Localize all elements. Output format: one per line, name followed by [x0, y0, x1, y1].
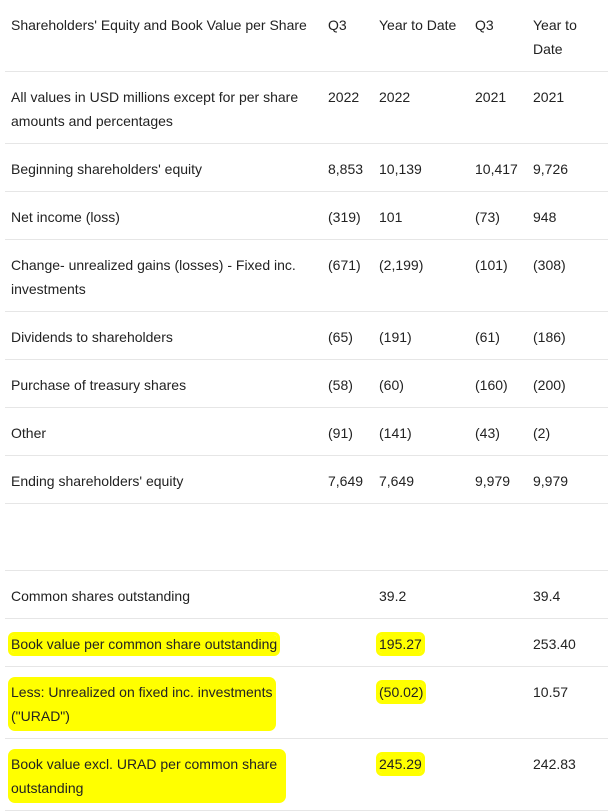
cell-ytd-2022: 195.27	[375, 618, 471, 667]
table-row: Less: Unrealized on fixed inc. investmen…	[5, 666, 608, 739]
cell-q3-2022: 8,853	[324, 143, 375, 192]
equity-table: Shareholders' Equity and Book Value per …	[5, 0, 608, 811]
spacer-cell	[471, 503, 529, 571]
row-label: Common shares outstanding	[5, 570, 324, 619]
cell-ytd-2022: (50.02)	[375, 666, 471, 739]
cell-q3-2022	[324, 666, 375, 739]
row-label-highlighted: Book value excl. URAD per common share o…	[11, 752, 283, 800]
cell-q3-2021: (61)	[471, 311, 529, 360]
cell-q3-2021: (73)	[471, 191, 529, 240]
year-ytd-2022: 2022	[375, 71, 471, 144]
row-label-cell: Less: Unrealized on fixed inc. investmen…	[5, 666, 324, 739]
cell-q3-2021	[471, 618, 529, 667]
cell-q3-2021: (43)	[471, 407, 529, 456]
table-title: Shareholders' Equity and Book Value per …	[5, 0, 324, 72]
subheader-row: All values in USD millions except for pe…	[5, 71, 608, 144]
cell-ytd-2022: (191)	[375, 311, 471, 360]
cell-ytd-2021: (308)	[529, 239, 608, 312]
cell-q3-2022	[324, 618, 375, 667]
table-row: Dividends to shareholders (65) (191) (61…	[5, 311, 608, 360]
cell-ytd-2021: 9,726	[529, 143, 608, 192]
table-row: Other (91) (141) (43) (2)	[5, 407, 608, 456]
header-ytd-2022: Year to Date	[375, 0, 471, 72]
row-label: Beginning shareholders' equity	[5, 143, 324, 192]
cell-q3-2021	[471, 666, 529, 739]
table-row: Ending shareholders' equity 7,649 7,649 …	[5, 455, 608, 504]
table-row: Beginning shareholders' equity 8,853 10,…	[5, 143, 608, 192]
cell-q3-2022	[324, 570, 375, 619]
row-label: Net income (loss)	[5, 191, 324, 240]
units-note: All values in USD millions except for pe…	[5, 71, 324, 144]
row-label: Other	[5, 407, 324, 456]
table-row: Book value excl. URAD per common share o…	[5, 738, 608, 811]
cell-ytd-2022: 101	[375, 191, 471, 240]
cell-q3-2021: 9,979	[471, 455, 529, 504]
year-q3-2021: 2021	[471, 71, 529, 144]
cell-ytd-2022: (141)	[375, 407, 471, 456]
cell-ytd-2022: 39.2	[375, 570, 471, 619]
table-row: Net income (loss) (319) 101 (73) 948	[5, 191, 608, 240]
row-label: Purchase of treasury shares	[5, 359, 324, 408]
cell-ytd-2021: 10.57	[529, 666, 608, 739]
cell-q3-2021: (101)	[471, 239, 529, 312]
cell-ytd-2021: 9,979	[529, 455, 608, 504]
row-label-cell: Book value per common share outstanding	[5, 618, 324, 667]
header-q3-2022: Q3	[324, 0, 375, 72]
cell-ytd-2021: 253.40	[529, 618, 608, 667]
spacer-cell	[375, 503, 471, 571]
spacer-cell	[5, 503, 324, 571]
cell-q3-2022: (65)	[324, 311, 375, 360]
cell-q3-2022	[324, 738, 375, 811]
cell-ytd-2022: 245.29	[375, 738, 471, 811]
value-highlighted: (50.02)	[379, 683, 424, 701]
cell-q3-2022: (671)	[324, 239, 375, 312]
cell-ytd-2022: (2,199)	[375, 239, 471, 312]
spacer-cell	[324, 503, 375, 571]
cell-q3-2022: (319)	[324, 191, 375, 240]
header-q3-2021: Q3	[471, 0, 529, 72]
row-label-highlighted: Less: Unrealized on fixed inc. investmen…	[11, 680, 273, 728]
cell-q3-2021	[471, 570, 529, 619]
year-q3-2022: 2022	[324, 71, 375, 144]
spacer-row	[5, 503, 608, 571]
table-row: Purchase of treasury shares (58) (60) (1…	[5, 359, 608, 408]
cell-ytd-2021: (200)	[529, 359, 608, 408]
cell-q3-2022: (58)	[324, 359, 375, 408]
cell-ytd-2021: (2)	[529, 407, 608, 456]
value-highlighted: 245.29	[379, 755, 422, 773]
table-row: Change- unrealized gains (losses) - Fixe…	[5, 239, 608, 312]
header-row: Shareholders' Equity and Book Value per …	[5, 0, 608, 72]
cell-ytd-2021: 39.4	[529, 570, 608, 619]
cell-ytd-2022: 10,139	[375, 143, 471, 192]
row-label: Dividends to shareholders	[5, 311, 324, 360]
cell-ytd-2021: 242.83	[529, 738, 608, 811]
header-ytd-2021: Year to Date	[529, 0, 608, 72]
spacer-cell	[529, 503, 608, 571]
row-label-highlighted: Book value per common share outstanding	[11, 635, 278, 653]
table-row: Book value per common share outstanding …	[5, 618, 608, 667]
year-ytd-2021: 2021	[529, 71, 608, 144]
cell-ytd-2021: (186)	[529, 311, 608, 360]
cell-ytd-2022: 7,649	[375, 455, 471, 504]
cell-ytd-2022: (60)	[375, 359, 471, 408]
cell-q3-2022: 7,649	[324, 455, 375, 504]
table-row: Common shares outstanding 39.2 39.4	[5, 570, 608, 619]
cell-q3-2021: 10,417	[471, 143, 529, 192]
row-label: Ending shareholders' equity	[5, 455, 324, 504]
cell-q3-2021	[471, 738, 529, 811]
row-label-cell: Book value excl. URAD per common share o…	[5, 738, 324, 811]
cell-q3-2022: (91)	[324, 407, 375, 456]
cell-ytd-2021: 948	[529, 191, 608, 240]
row-label: Change- unrealized gains (losses) - Fixe…	[5, 239, 324, 312]
value-highlighted: 195.27	[379, 635, 422, 653]
cell-q3-2021: (160)	[471, 359, 529, 408]
